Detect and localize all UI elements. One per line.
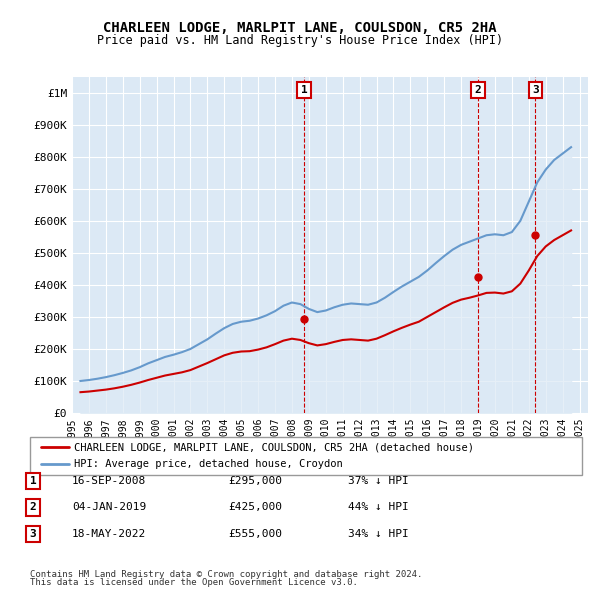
Text: £425,000: £425,000 — [228, 503, 282, 512]
Text: 1: 1 — [29, 476, 37, 486]
Text: 34% ↓ HPI: 34% ↓ HPI — [348, 529, 409, 539]
Text: CHARLEEN LODGE, MARLPIT LANE, COULSDON, CR5 2HA: CHARLEEN LODGE, MARLPIT LANE, COULSDON, … — [103, 21, 497, 35]
Text: 3: 3 — [29, 529, 37, 539]
Text: HPI: Average price, detached house, Croydon: HPI: Average price, detached house, Croy… — [74, 459, 343, 469]
Text: 2: 2 — [29, 503, 37, 512]
Text: CHARLEEN LODGE, MARLPIT LANE, COULSDON, CR5 2HA (detached house): CHARLEEN LODGE, MARLPIT LANE, COULSDON, … — [74, 442, 474, 453]
Text: Contains HM Land Registry data © Crown copyright and database right 2024.: Contains HM Land Registry data © Crown c… — [30, 571, 422, 579]
Text: 1: 1 — [301, 85, 307, 95]
Text: 04-JAN-2019: 04-JAN-2019 — [72, 503, 146, 512]
Text: This data is licensed under the Open Government Licence v3.0.: This data is licensed under the Open Gov… — [30, 578, 358, 587]
Text: 44% ↓ HPI: 44% ↓ HPI — [348, 503, 409, 512]
Text: 18-MAY-2022: 18-MAY-2022 — [72, 529, 146, 539]
Text: 16-SEP-2008: 16-SEP-2008 — [72, 476, 146, 486]
Text: Price paid vs. HM Land Registry's House Price Index (HPI): Price paid vs. HM Land Registry's House … — [97, 34, 503, 47]
FancyBboxPatch shape — [30, 437, 582, 475]
Text: 3: 3 — [532, 85, 539, 95]
Text: 37% ↓ HPI: 37% ↓ HPI — [348, 476, 409, 486]
Text: £295,000: £295,000 — [228, 476, 282, 486]
Text: £555,000: £555,000 — [228, 529, 282, 539]
Text: 2: 2 — [475, 85, 482, 95]
